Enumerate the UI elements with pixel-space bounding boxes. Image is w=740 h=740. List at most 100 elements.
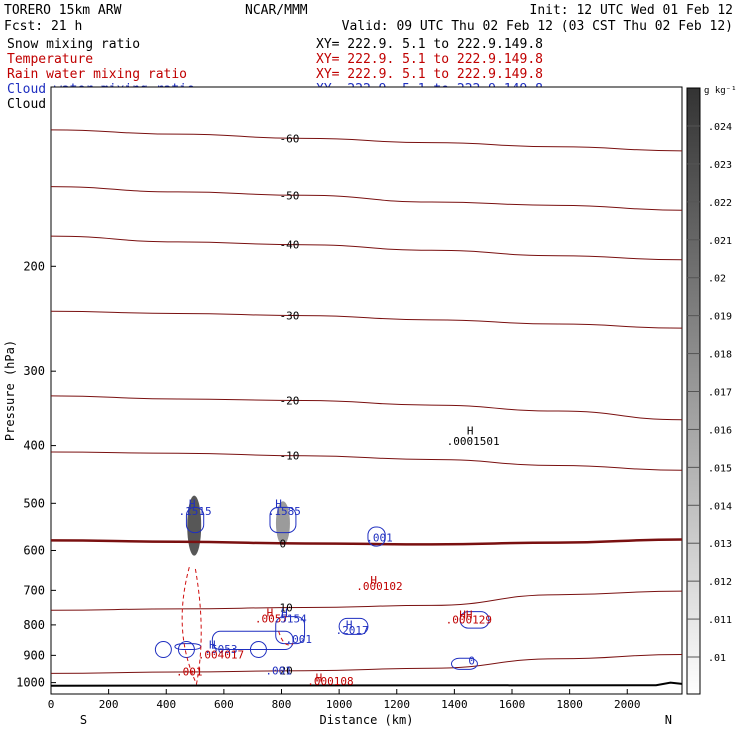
isotherm--20 [50, 395, 683, 421]
isotherm--30 [50, 310, 683, 329]
colorbar-tick-label: .024 [708, 122, 732, 133]
isotherm--50 [50, 186, 683, 211]
y-tick-label: 700 [23, 583, 45, 597]
x-tick-label: 1600 [499, 698, 526, 711]
contour-label: 0 [468, 654, 475, 667]
colorbar-tick-label: .023 [708, 160, 732, 171]
contour-label: .004017 [198, 649, 244, 662]
x-tick-label: 1000 [326, 698, 353, 711]
colorbar-tick-label: .016 [708, 425, 732, 436]
cloud-water-contour [450, 657, 478, 670]
field-labels: H.1515H.1585.001H.000102H.0001501H.0057H… [176, 424, 500, 688]
colorbar-tick-label: .018 [708, 350, 732, 361]
colorbar-tick-label: .019 [708, 312, 732, 323]
contour-label: .000108 [307, 675, 353, 688]
isotherm-label: -30 [280, 310, 300, 323]
y-axis: 200 300 400 500 600 700 800 900 1000 [16, 259, 56, 690]
field-name: Temperature [7, 52, 93, 67]
header: TORERO 15km ARW NCAR/MMM Init: 12 UTC We… [4, 3, 733, 34]
x-axis-label: Distance (km) [320, 713, 414, 727]
contour-label: .1515 [179, 505, 212, 518]
cloud-water-cell [177, 641, 195, 659]
colorbar-tick-label: .014 [708, 501, 732, 512]
cloud-water-contour [185, 506, 205, 534]
isotherm-label: -40 [280, 239, 300, 252]
x-tick-label: 600 [214, 698, 234, 711]
plot-frame [50, 86, 683, 695]
temperature-contours: -60 -50 -40 -30 -20 -10 0 10 20 [50, 129, 683, 678]
rain-water-contour [278, 631, 294, 646]
colorbar-tick-label: .012 [708, 577, 732, 588]
rain-water-contour [181, 567, 202, 686]
x-axis: 0 200 400 600 800 1000 1200 1400 1600 1800 2000 [48, 689, 641, 711]
colorbar-tick-label: .022 [708, 198, 732, 209]
contour-label: H [467, 424, 474, 437]
colorbar-ticks: .01 .011 .012 .013 .014 .015 .016 .017 .018 .019.… [687, 122, 732, 664]
contour-label: H [281, 607, 288, 620]
model-name: TORERO 15km ARW [4, 3, 122, 18]
isotherm-20 [50, 653, 683, 674]
x-tick-label: 1200 [384, 698, 411, 711]
isotherm--40 [50, 235, 683, 261]
field-name: Snow mixing ratio [7, 37, 140, 52]
contour-label: H [267, 607, 274, 620]
cloud-water-contour [269, 506, 297, 534]
field-xy: XY= 222.9. 5.1 to 222.9.149.8 [316, 52, 543, 67]
cloud-water-contour [211, 630, 294, 651]
isotherm-10 [50, 590, 683, 611]
contour-label: .5154 [274, 612, 307, 625]
x-end-label-north: N [665, 713, 672, 727]
colorbar: g kg⁻¹ .01.011.012.013.014.015.016.017.0… [686, 86, 737, 695]
forecast-hour: Fcst: 21 h [4, 19, 82, 34]
snow-shading-blob [275, 501, 290, 546]
contour-label: .0001501 [447, 435, 500, 448]
isotherm-label: -20 [280, 394, 300, 407]
contour-label: H [209, 638, 216, 651]
contour-label: .001 [265, 665, 292, 678]
cloud-water-contour [275, 616, 306, 645]
y-tick-label: 200 [23, 259, 45, 273]
cloud-water-contours [154, 506, 490, 670]
contour-label: .0057 [255, 612, 288, 625]
isotherm-label: 0 [280, 537, 287, 550]
field-name: Rain water mixing ratio [7, 67, 187, 82]
x-end-label-south: S [80, 713, 87, 727]
y-tick-label: 1000 [16, 676, 45, 690]
rain-water-contours [181, 567, 294, 686]
contour-label: H [346, 619, 353, 632]
contour-label: H [189, 497, 196, 510]
cloud-water-cell [249, 641, 267, 659]
cloud-water-contour [459, 611, 490, 629]
y-tick-label: 800 [23, 618, 45, 632]
isotherm-label: -50 [280, 189, 300, 202]
isotherm-label: 10 [280, 602, 293, 615]
contour-label: .001 [366, 532, 393, 545]
isotherm--10 [50, 451, 683, 471]
contour-label: .5053 [204, 643, 237, 656]
colorbar-tick-label: .011 [708, 615, 732, 626]
isotherm-label: -10 [280, 450, 300, 463]
contour-label: .000129 [446, 614, 492, 627]
colorbar-tick-label: .015 [708, 463, 732, 474]
terrain-surface [50, 681, 683, 687]
colorbar-tick-label: .01 [708, 653, 726, 664]
field-xy: XY= 222.9. 5.1 to 222.9.149.8 [316, 67, 543, 82]
isotherm-0 [50, 538, 683, 546]
contour-label: .1585 [268, 505, 301, 518]
x-tick-label: 1800 [556, 698, 583, 711]
cloud-water-contour [338, 617, 369, 635]
contour-label: .001 [286, 633, 313, 646]
contour-label: .000102 [356, 580, 402, 593]
isotherm--60 [50, 129, 683, 152]
x-tick-label: 200 [99, 698, 119, 711]
center-name: NCAR/MMM [245, 3, 308, 18]
y-tick-label: 900 [23, 648, 45, 662]
valid-time: Valid: 09 UTC Thu 02 Feb 12 (03 CST Thu … [342, 19, 733, 34]
x-tick-label: 800 [272, 698, 292, 711]
contour-label: H [275, 497, 282, 510]
contour-label: .001 [176, 665, 203, 678]
cloud-water-cell [154, 641, 172, 659]
y-axis-label: Pressure (hPa) [3, 340, 17, 441]
